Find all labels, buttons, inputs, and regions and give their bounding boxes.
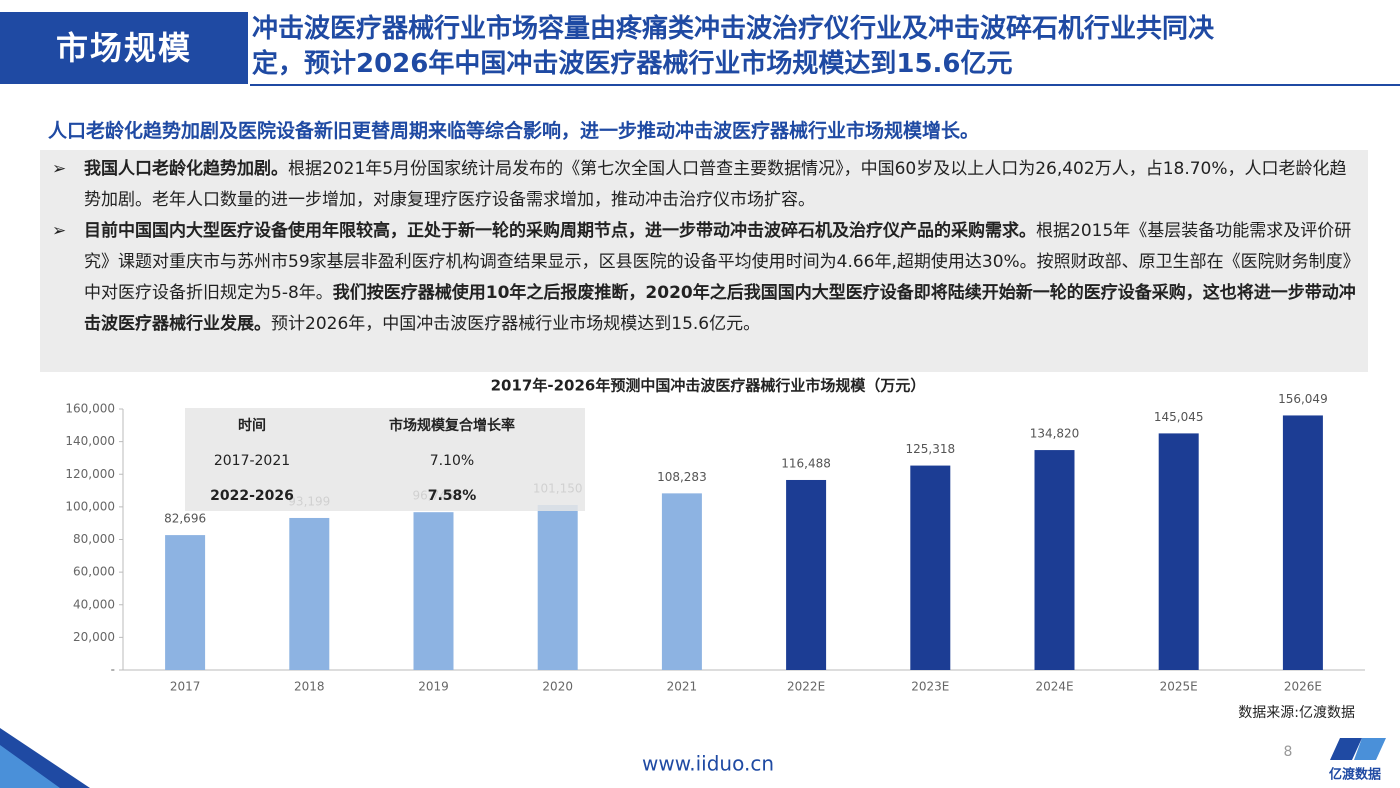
source: 数据来源:亿渡数据 (1238, 705, 1355, 721)
bullet-text: 根据2021年5月份国家统计局发布的《第七次全国人口普查主要数据情况》，中国60… (84, 159, 1347, 210)
x-tick-label: 2022E (787, 680, 825, 694)
logo-text: 亿渡数据 (1329, 767, 1381, 783)
url: www.iiduo.cn (642, 752, 774, 776)
x-tick-label: 2020 (542, 680, 573, 694)
page-number: 8 (1284, 744, 1293, 760)
bullet-text: 预计2026年，中国冲击波医疗器械行业市场规模达到15.6亿元。 (271, 314, 761, 334)
title-line: 冲击波医疗器械行业市场容量由疼痛类冲击波治疗仪行业及冲击波碎石机行业共同决 (252, 14, 1215, 44)
y-tick-label: 60,000 (73, 565, 115, 579)
y-tick-label: 160,000 (65, 402, 115, 416)
x-tick-label: 2026E (1284, 680, 1322, 694)
table-cell: 2017-2021 (214, 453, 290, 469)
y-tick-label: 120,000 (65, 467, 115, 481)
x-tick-label: 2017 (170, 680, 201, 694)
bullet: ➢ 我国人口老龄化趋势加剧。根据2021年5月份国家统计局发布的《第七次全国人口普… (40, 154, 1368, 216)
value-label: 108,283 (657, 470, 707, 484)
logo-icon (1330, 738, 1362, 760)
table-cell: 2022-2026 (210, 488, 294, 504)
table-header: 市场规模复合增长率 (389, 417, 515, 434)
y-tick-label: 80,000 (73, 532, 115, 546)
bar (165, 535, 206, 670)
y-tick-label: 140,000 (65, 434, 115, 448)
bar (786, 479, 827, 670)
table-cell: 7.58% (428, 488, 477, 504)
bar (1034, 450, 1075, 670)
bullet-arrow: ➢ (52, 221, 67, 241)
table-bg (185, 408, 585, 511)
bar (537, 504, 578, 670)
x-tick-label: 2025E (1160, 680, 1198, 694)
y-tick-label: 100,000 (65, 499, 115, 513)
corner-decor (0, 745, 60, 788)
bar (1282, 415, 1323, 670)
x-tick-label: 2019 (418, 680, 449, 694)
x-tick-label: 2021 (667, 680, 698, 694)
bullet-box: ➢ 我国人口老龄化趋势加剧。根据2021年5月份国家统计局发布的《第七次全国人口普… (40, 150, 1368, 372)
bar (910, 465, 951, 670)
value-label: 156,049 (1278, 392, 1328, 406)
x-tick-label: 2024E (1035, 680, 1073, 694)
value-label: 82,696 (164, 512, 206, 526)
x-tick-label: 2018 (294, 680, 325, 694)
divider (250, 84, 1400, 86)
table-cell: 7.10% (430, 453, 474, 469)
bar (413, 512, 454, 670)
logo-icon (1354, 738, 1386, 760)
title-line: 定，预计2026年中国冲击波医疗器械行业市场规模达到15.6亿元 (252, 49, 1013, 79)
subtitle: 人口老龄化趋势加剧及医院设备新旧更替周期来临等综合影响，进一步推动冲击波医疗器械… (48, 120, 980, 142)
x-tick-label: 2023E (911, 680, 949, 694)
bar (1158, 433, 1199, 670)
bar (661, 493, 702, 670)
value-label: 125,318 (905, 442, 955, 456)
bar (289, 517, 330, 670)
value-label: 145,045 (1154, 410, 1204, 424)
value-label: 116,488 (781, 456, 831, 470)
bullet-text: 根据2015年《基层装备功能需求及评价研究》课题对重庆市与苏州市59家基层非盈利… (84, 221, 1352, 303)
value-label: 134,820 (1030, 427, 1080, 441)
bullet-text: 我们按医疗器械使用10年之后报废推断，2020年之后我国国内大型医疗设备即将陆续… (84, 283, 1356, 334)
y-tick-label: 40,000 (73, 597, 115, 611)
bullet-text: 我国人口老龄化趋势加剧。 (84, 159, 288, 179)
table-header: 时间 (238, 417, 266, 434)
chart-title: 2017年-2026年预测中国冲击波医疗器械行业市场规模（万元） (491, 377, 926, 395)
bullet-text: 目前中国国内大型医疗设备使用年限较高，正处于新一轮的采购周期节点，进一步带动冲击… (84, 221, 1036, 241)
y-tick-label: 20,000 (73, 630, 115, 644)
section-tag: 市场规模 (0, 12, 248, 84)
bullet-arrow: ➢ (52, 159, 67, 179)
bullet: ➢ 目前中国国内大型医疗设备使用年限较高，正处于新一轮的采购周期节点，进一步带动冲… (40, 216, 1368, 340)
y-tick-label: - (111, 663, 115, 677)
